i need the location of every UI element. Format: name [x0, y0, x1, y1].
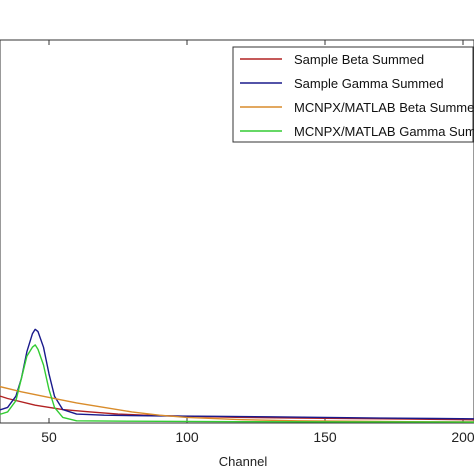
x-tick-label-100: 100 [175, 429, 199, 445]
series-layer [0, 328, 474, 423]
legend-label-mcnpx-beta: MCNPX/MATLAB Beta Summed [294, 100, 474, 115]
x-tick-label-200: 200 [451, 429, 474, 445]
series-line-mcnpx-gamma [0, 344, 474, 423]
x-tick-labels: 50 100 150 200 [41, 429, 474, 445]
series-line-sample-gamma [0, 328, 474, 420]
legend-box [232, 46, 474, 143]
x-tick-label-50: 50 [41, 429, 57, 445]
x-tick-label-150: 150 [313, 429, 337, 445]
legend: Sample Beta Summed Sample Gamma Summed M… [232, 46, 474, 143]
legend-label-sample-gamma: Sample Gamma Summed [294, 76, 444, 91]
legend-label-sample-beta: Sample Beta Summed [294, 52, 424, 67]
legend-label-mcnpx-gamma: MCNPX/MATLAB Gamma Summed [294, 124, 474, 139]
x-axis-label: Channel [219, 454, 268, 469]
